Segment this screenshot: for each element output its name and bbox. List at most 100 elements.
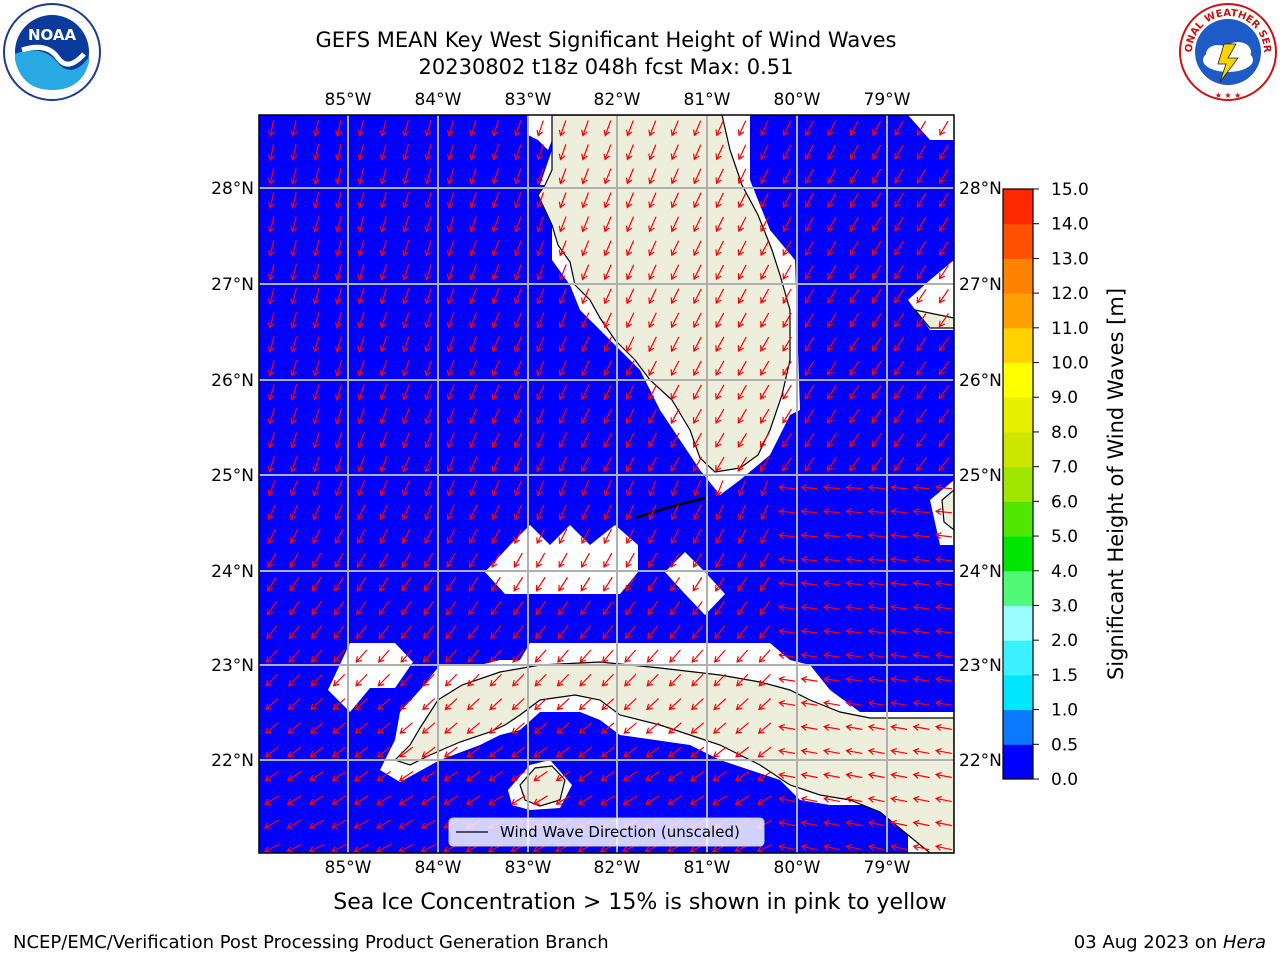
wave-arrow: [760, 504, 769, 521]
wave-arrow: [357, 408, 365, 425]
wave-arrow: [581, 120, 589, 137]
wave-arrow: [334, 384, 343, 401]
wave-arrow: [934, 628, 953, 636]
wave-arrow: [513, 384, 523, 401]
wave-arrow: [670, 576, 681, 592]
wave-arrow: [800, 795, 818, 803]
wave-arrow: [934, 699, 952, 707]
wave-arrow: [580, 552, 591, 568]
wave-arrow: [334, 432, 343, 449]
wave-arrow: [375, 843, 392, 853]
wave-arrow: [581, 360, 590, 377]
wave-arrow: [737, 384, 747, 400]
wave-arrow: [398, 770, 414, 782]
wave-arrow: [402, 240, 410, 257]
svg-text:NOAA: NOAA: [28, 26, 77, 44]
wave-arrow: [357, 312, 365, 329]
wave-arrow: [308, 843, 325, 853]
wave-arrow: [867, 747, 885, 755]
wave-arrow: [332, 698, 346, 711]
wave-arrow: [760, 264, 770, 281]
wave-arrow: [379, 576, 389, 592]
wave-arrow: [912, 676, 930, 683]
wave-arrow: [513, 288, 522, 305]
wave-arrow: [778, 628, 796, 636]
wave-arrow: [893, 385, 905, 400]
wave-arrow: [603, 240, 612, 257]
wave-arrow: [446, 216, 455, 233]
wave-arrow: [334, 528, 344, 545]
wave-arrow: [890, 604, 908, 612]
wave-arrow: [916, 144, 927, 160]
wave-arrow: [603, 384, 613, 401]
wave-arrow: [290, 120, 298, 137]
wave-arrow: [424, 384, 433, 401]
wave-arrow: [446, 432, 455, 449]
wave-arrow: [778, 747, 796, 755]
wave-arrow: [558, 216, 567, 233]
wave-arrow: [532, 795, 548, 805]
wave-arrow: [692, 576, 703, 592]
wave-arrow: [533, 770, 548, 782]
wave-arrow: [758, 673, 771, 687]
wave-arrow: [648, 408, 658, 425]
lon-label-bottom: 82°W: [594, 858, 641, 878]
wave-arrow: [469, 264, 477, 281]
wave-arrow: [938, 457, 950, 472]
wave-arrow: [377, 649, 390, 663]
wave-arrow: [670, 456, 680, 472]
wave-arrow: [379, 120, 387, 137]
wave-arrow: [379, 456, 388, 473]
wave-arrow: [693, 480, 702, 497]
wave-arrow: [849, 312, 860, 328]
wave-arrow: [760, 360, 770, 376]
wave-arrow: [890, 652, 908, 659]
colorbar-tick-label: 10.0: [1051, 354, 1089, 374]
wave-arrow: [648, 360, 657, 377]
wave-arrow: [488, 770, 503, 782]
wave-arrow: [867, 556, 885, 564]
colorbar-segment: [1003, 536, 1033, 572]
wave-arrow: [692, 240, 702, 257]
wave-arrow: [624, 673, 637, 687]
wave-arrow: [558, 264, 567, 281]
colorbar-segment: [1003, 362, 1033, 398]
wave-arrow: [894, 337, 905, 352]
wave-arrow: [267, 432, 275, 449]
wave-arrow: [311, 601, 322, 616]
wave-arrow: [849, 216, 859, 232]
wave-arrow: [469, 216, 477, 233]
wave-arrow: [491, 480, 500, 497]
wave-arrow: [648, 456, 658, 473]
wave-arrow: [624, 649, 637, 663]
wave-arrow: [536, 312, 545, 329]
wave-arrow: [422, 698, 436, 711]
colorbar-segment: [1003, 570, 1033, 606]
wave-arrow: [715, 264, 725, 281]
wave-arrow: [737, 216, 747, 233]
wave-arrow: [845, 484, 863, 492]
wave-arrow: [760, 120, 769, 137]
wave-arrow: [267, 408, 275, 425]
wave-arrow: [692, 360, 702, 377]
colorbar-segment: [1003, 293, 1033, 329]
wave-arrow: [580, 456, 590, 473]
wave-arrow: [355, 673, 368, 687]
wave-arrow: [424, 432, 433, 449]
wave-arrow: [692, 456, 703, 472]
wave-arrow: [488, 795, 504, 805]
colorbar-segment: [1003, 640, 1033, 676]
wave-arrow: [334, 408, 343, 425]
wave-arrow: [625, 144, 634, 161]
wave-arrow: [804, 456, 815, 472]
wave-arrow: [331, 819, 347, 829]
wave-arrow: [491, 144, 500, 161]
wave-arrow: [760, 288, 770, 305]
wave-arrow: [469, 192, 477, 209]
wave-arrow: [555, 770, 571, 782]
wave-arrow: [424, 288, 432, 305]
wave-arrow: [378, 625, 390, 640]
wave-arrow: [938, 409, 950, 424]
wave-arrow: [513, 552, 523, 568]
wave-arrow: [800, 723, 818, 731]
